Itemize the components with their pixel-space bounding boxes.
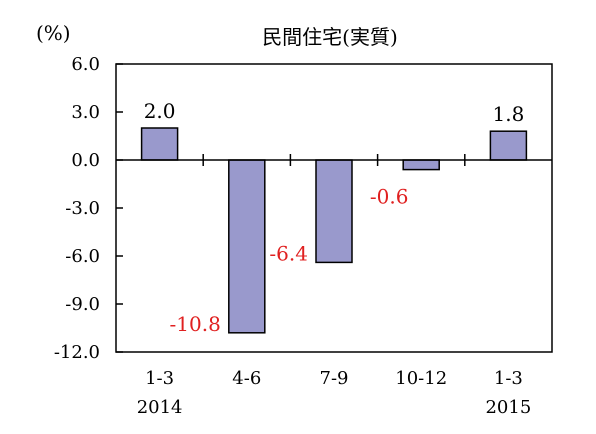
bar xyxy=(489,130,528,161)
data-label: -6.4 xyxy=(269,241,308,265)
x-category-label: 1-3 xyxy=(145,368,174,389)
y-tick-label: -6.0 xyxy=(65,246,100,267)
chart-title: 民間住宅(実質) xyxy=(262,25,398,49)
bar xyxy=(140,127,179,161)
y-tick-label: 3.0 xyxy=(71,102,100,123)
x-category-label: 1-3 xyxy=(494,368,523,389)
data-label: -0.6 xyxy=(370,185,409,209)
y-tick-label: -12.0 xyxy=(54,342,100,363)
x-year-label: 2014 xyxy=(137,397,183,418)
y-tick-label: -3.0 xyxy=(65,198,100,219)
x-category-label: 7-9 xyxy=(320,368,349,389)
data-label: -10.8 xyxy=(170,312,221,336)
data-label: 2.0 xyxy=(144,99,176,123)
y-tick-label: 0.0 xyxy=(71,150,100,171)
y-tick-label: -9.0 xyxy=(65,294,100,315)
x-year-label: 2015 xyxy=(485,397,531,418)
y-tick-label: 6.0 xyxy=(71,54,100,75)
y-axis-unit-label: (%) xyxy=(36,21,71,45)
x-category-label: 10-12 xyxy=(395,368,447,389)
bar xyxy=(228,159,266,334)
data-label: 1.8 xyxy=(492,102,524,126)
bar xyxy=(402,159,440,171)
bar xyxy=(315,159,353,264)
x-category-label: 4-6 xyxy=(232,368,261,389)
